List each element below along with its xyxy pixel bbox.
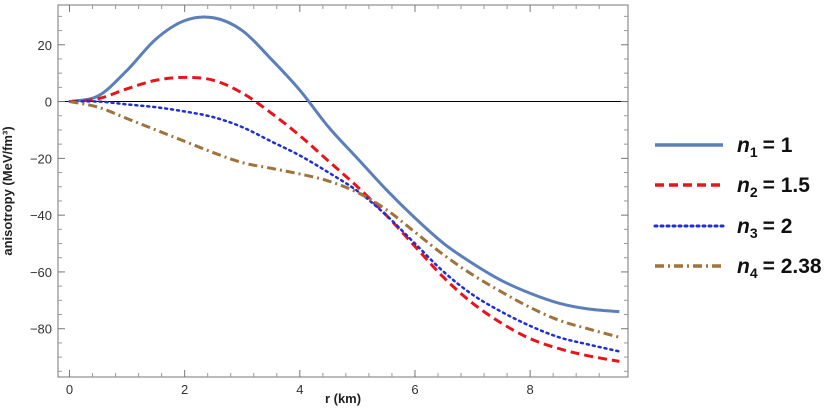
legend-label-n3: n3 = 2: [737, 215, 792, 241]
x-tick-label: 0: [66, 382, 73, 397]
y-tick-label: −80: [30, 322, 52, 337]
x-tick-label: 8: [527, 382, 534, 397]
y-axis-ticks: 20 0 −20 −40 −60 −80: [30, 15, 628, 372]
y-tick-label: −40: [30, 208, 52, 223]
x-axis-ticks: 0 2 4 6 8: [66, 5, 600, 397]
y-tick-label: −20: [30, 151, 52, 166]
plot-frame: [57, 4, 629, 378]
series-line-n1: [69, 15, 620, 314]
series-lines: [68, 15, 621, 363]
y-tick-label: 20: [38, 38, 52, 53]
x-axis-label: r (km): [325, 391, 361, 406]
y-tick-label: −60: [30, 265, 52, 280]
y-axis-label: anisotropy (MeV/fm³): [0, 126, 15, 255]
legend: n1 = 1 n2 = 1.5 n3 = 2 n4 = 2.38: [653, 134, 822, 281]
series-line-n2: [69, 75, 620, 363]
x-tick-label: 6: [411, 382, 418, 397]
series-line-n4: [69, 100, 620, 339]
series-line-n3: [68, 100, 621, 353]
y-tick-label: 0: [45, 95, 52, 110]
legend-label-n1: n1 = 1: [737, 134, 793, 160]
legend-label-n4: n4 = 2.38: [737, 255, 822, 281]
x-tick-label: 4: [296, 382, 303, 397]
legend-label-n2: n2 = 1.5: [737, 174, 810, 200]
x-tick-label: 2: [181, 382, 188, 397]
